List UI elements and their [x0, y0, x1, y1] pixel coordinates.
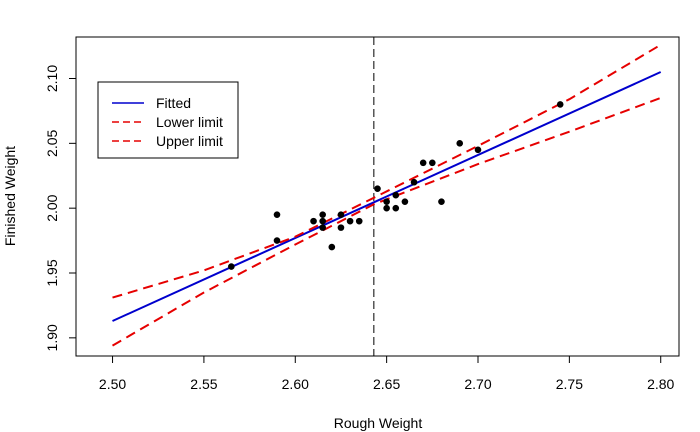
data-point: [438, 198, 445, 205]
legend-label: Lower limit: [156, 114, 223, 130]
y-tick-label: 2.10: [44, 65, 60, 92]
data-point: [556, 101, 564, 108]
data-point: [346, 217, 354, 225]
y-tick-label: 1.95: [44, 259, 60, 286]
data-point: [319, 211, 326, 218]
data-point: [392, 191, 400, 199]
data-point: [310, 217, 317, 225]
x-axis: 2.50 2.55 2.60 2.65 2.70 2.75 2.80: [99, 355, 675, 392]
data-point: [383, 198, 390, 205]
x-tick-label: 2.75: [556, 376, 583, 392]
data-point: [401, 198, 409, 205]
data-point: [319, 217, 326, 225]
data-point: [355, 217, 363, 225]
x-tick-label: 2.50: [99, 376, 126, 392]
data-point: [474, 146, 482, 154]
y-axis: 1.90 1.95 2.00 2.05 2.10: [44, 65, 77, 351]
legend: Fitted Lower limit Upper limit: [97, 81, 239, 159]
data-point: [319, 224, 326, 231]
plot-area: [111, 37, 662, 356]
data-point: [410, 178, 418, 186]
x-tick-label: 2.70: [464, 376, 491, 392]
data-point: [328, 243, 336, 251]
data-point: [383, 204, 390, 212]
series-line-fitted: [112, 71, 662, 322]
series-line-upper-limit: [112, 43, 662, 299]
x-axis-label: Rough Weight: [334, 415, 423, 431]
x-tick-label: 2.55: [190, 376, 217, 392]
x-tick-label: 2.65: [373, 376, 400, 392]
data-point: [429, 159, 436, 167]
data-point: [392, 204, 400, 212]
legend-label: Upper limit: [156, 133, 223, 149]
data-point: [337, 211, 345, 218]
y-tick-label: 2.00: [44, 194, 60, 221]
data-point: [419, 159, 427, 167]
series-line-lower-limit: [111, 96, 662, 347]
y-tick-label: 1.90: [44, 324, 60, 351]
legend-label: Fitted: [156, 95, 191, 111]
data-point: [374, 185, 381, 193]
data-point: [273, 237, 281, 244]
legend-box: [97, 81, 239, 159]
y-tick-label: 2.05: [44, 129, 60, 156]
data-point: [228, 263, 235, 270]
data-point: [273, 211, 281, 218]
x-tick-label: 2.80: [647, 376, 674, 392]
data-point: [337, 224, 345, 231]
y-axis-label: Finished Weight: [2, 146, 18, 246]
data-point: [456, 140, 464, 147]
x-tick-label: 2.60: [282, 376, 309, 392]
